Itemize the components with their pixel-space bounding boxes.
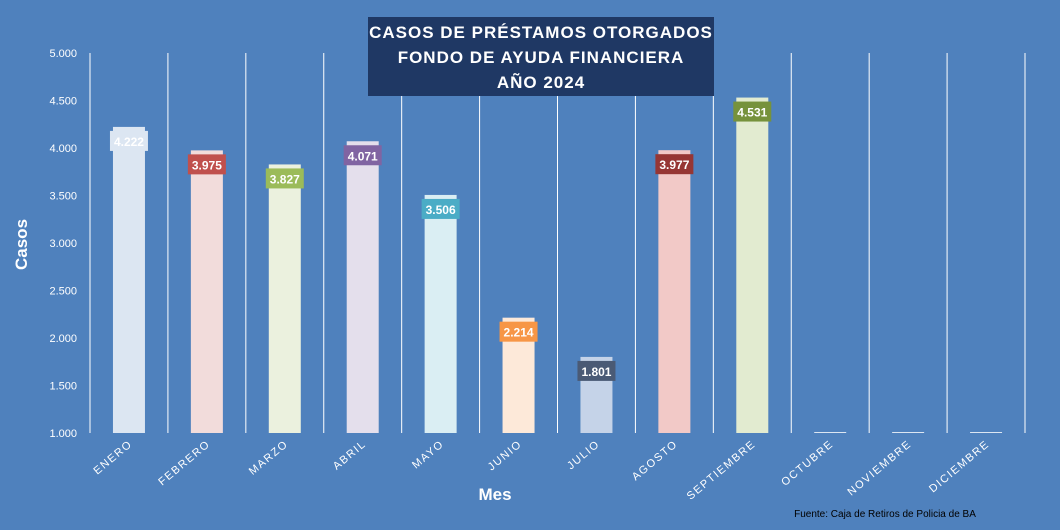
y-tick-label: 3.000 xyxy=(49,238,77,250)
data-label-box xyxy=(733,101,772,122)
data-label-box xyxy=(109,130,148,151)
data-label: 2.214 xyxy=(504,326,534,340)
x-tick-label: ABRIL xyxy=(331,438,369,472)
data-label: 3.506 xyxy=(426,203,456,217)
data-label: 1.801 xyxy=(581,365,611,379)
y-tick-label: 4.500 xyxy=(49,96,77,108)
chart-title: CASOS DE PRÉSTAMOS OTORGADOS FONDO DE AY… xyxy=(368,17,714,96)
bar xyxy=(892,432,925,433)
data-label: 4.071 xyxy=(348,149,378,163)
x-tick-label: MARZO xyxy=(247,438,291,478)
bar xyxy=(112,126,145,433)
bar xyxy=(268,164,301,433)
y-tick-label: 4.000 xyxy=(49,143,77,155)
x-tick-label: OCTUBRE xyxy=(779,438,836,489)
title-line-3: AÑO 2024 xyxy=(496,73,586,92)
data-label: 4.531 xyxy=(737,106,767,120)
data-label-box xyxy=(577,360,616,381)
y-tick-label: 2.000 xyxy=(49,333,77,345)
bar xyxy=(814,432,847,433)
x-tick-label: FEBRERO xyxy=(156,438,213,488)
x-tick-label: DICIEMBRE xyxy=(927,438,992,495)
data-label: 3.975 xyxy=(192,158,222,172)
y-tick-label: 1.500 xyxy=(49,381,77,393)
bar xyxy=(736,97,769,434)
data-label-box xyxy=(265,168,304,189)
y-tick-label: 3.500 xyxy=(49,191,77,203)
data-label: 4.222 xyxy=(114,135,144,149)
title-line-2: FONDO DE AYUDA FINANCIERA xyxy=(397,48,685,67)
x-tick-label: MAYO xyxy=(410,438,446,471)
x-tick-label: ENERO xyxy=(91,438,134,477)
bar xyxy=(346,141,379,433)
data-label-box xyxy=(655,154,694,175)
y-tick-label: 2.500 xyxy=(49,286,77,298)
data-label: 3.827 xyxy=(270,172,300,186)
x-tick-label: SEPTIEMBRE xyxy=(685,438,759,502)
x-tick-label: NOVIEMBRE xyxy=(845,438,914,498)
data-label-box xyxy=(187,154,226,175)
x-tick-label: JULIO xyxy=(565,438,602,472)
bar xyxy=(658,150,691,433)
data-label-box xyxy=(421,198,460,219)
data-label-box xyxy=(343,145,382,166)
bar xyxy=(970,432,1003,433)
x-axis-label: Mes xyxy=(478,485,512,504)
data-label-box xyxy=(499,321,538,342)
data-label: 3.977 xyxy=(659,158,689,172)
x-tick-label: AGOSTO xyxy=(630,438,681,483)
bar xyxy=(424,194,457,433)
x-tick-label: JUNIO xyxy=(486,438,525,473)
title-line-1: CASOS DE PRÉSTAMOS OTORGADOS xyxy=(369,23,713,42)
source-note: Fuente: Caja de Retiros de Policia de BA xyxy=(794,509,976,520)
bar xyxy=(190,150,223,433)
y-tick-label: 1.000 xyxy=(49,428,77,440)
y-axis-label: Casos xyxy=(12,218,31,270)
y-tick-label: 5.000 xyxy=(49,48,77,60)
